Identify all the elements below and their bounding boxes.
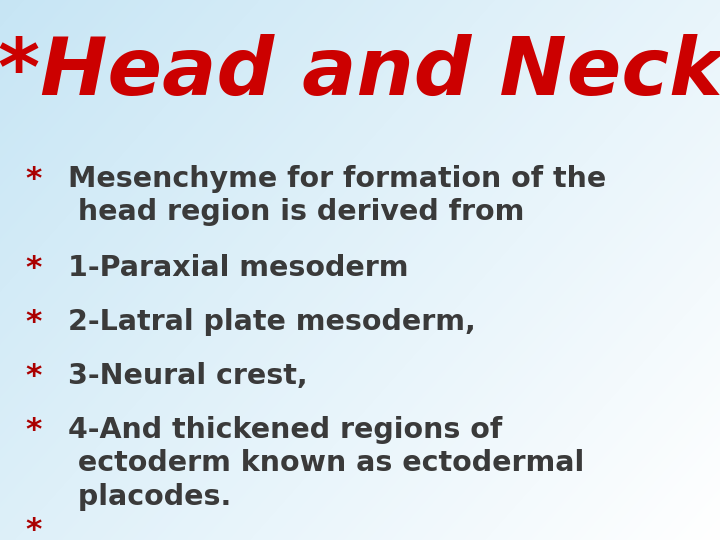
Text: *: *: [25, 516, 42, 540]
Text: *: *: [25, 165, 42, 194]
Text: *: *: [25, 416, 42, 445]
Text: *Head and Neck: *Head and Neck: [0, 34, 720, 112]
Text: *: *: [25, 254, 42, 283]
Text: 2-Latral plate mesoderm,: 2-Latral plate mesoderm,: [68, 308, 476, 336]
Text: 3-Neural crest,: 3-Neural crest,: [68, 362, 308, 390]
Text: *: *: [25, 308, 42, 337]
Text: 4-And thickened regions of
 ectoderm known as ectodermal
 placodes.: 4-And thickened regions of ectoderm know…: [68, 416, 585, 511]
Text: 1-Paraxial mesoderm: 1-Paraxial mesoderm: [68, 254, 409, 282]
Text: *: *: [25, 362, 42, 391]
Text: Mesenchyme for formation of the
 head region is derived from: Mesenchyme for formation of the head reg…: [68, 165, 607, 226]
